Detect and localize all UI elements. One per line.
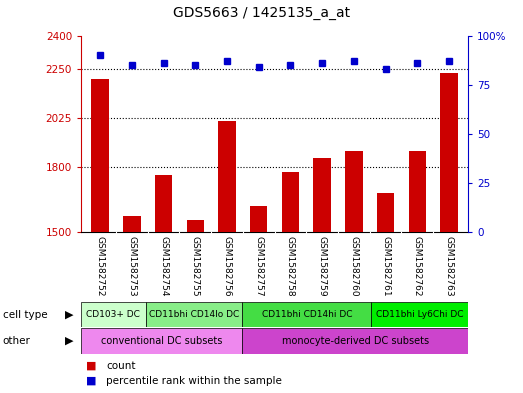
Text: GSM1582761: GSM1582761 — [381, 236, 390, 297]
Text: GSM1582753: GSM1582753 — [127, 236, 137, 297]
Bar — [282, 172, 299, 232]
Bar — [408, 151, 426, 232]
Text: GSM1582757: GSM1582757 — [254, 236, 263, 297]
Text: ■: ■ — [86, 376, 97, 386]
Bar — [242, 328, 468, 354]
Text: GSM1582758: GSM1582758 — [286, 236, 295, 297]
Text: CD11bhi CD14hi DC: CD11bhi CD14hi DC — [262, 310, 352, 319]
Text: monocyte-derived DC subsets: monocyte-derived DC subsets — [282, 336, 429, 346]
Text: CD103+ DC: CD103+ DC — [86, 310, 140, 319]
Text: GSM1582763: GSM1582763 — [445, 236, 453, 297]
Text: ■: ■ — [86, 361, 97, 371]
Text: ▶: ▶ — [65, 310, 74, 320]
Bar — [371, 302, 468, 327]
Bar — [242, 302, 371, 327]
Bar — [250, 206, 267, 232]
Bar — [81, 328, 242, 354]
Bar — [187, 220, 204, 232]
Text: conventional DC subsets: conventional DC subsets — [101, 336, 222, 346]
Bar — [440, 73, 458, 232]
Bar — [145, 302, 242, 327]
Text: GSM1582756: GSM1582756 — [222, 236, 232, 297]
Text: CD11bhi Ly6Chi DC: CD11bhi Ly6Chi DC — [376, 310, 463, 319]
Bar — [313, 158, 331, 232]
Text: GSM1582762: GSM1582762 — [413, 237, 422, 297]
Text: percentile rank within the sample: percentile rank within the sample — [106, 376, 282, 386]
Text: CD11bhi CD14lo DC: CD11bhi CD14lo DC — [149, 310, 239, 319]
Text: GSM1582760: GSM1582760 — [349, 236, 358, 297]
Text: count: count — [106, 361, 135, 371]
Bar — [345, 151, 362, 232]
Text: GSM1582754: GSM1582754 — [159, 237, 168, 297]
Text: GSM1582759: GSM1582759 — [317, 236, 327, 297]
Bar — [81, 302, 145, 327]
Bar — [92, 79, 109, 232]
Bar — [123, 216, 141, 232]
Text: GSM1582755: GSM1582755 — [191, 236, 200, 297]
Bar — [377, 193, 394, 232]
Text: ▶: ▶ — [65, 336, 74, 346]
Bar — [218, 121, 236, 232]
Bar — [155, 176, 172, 232]
Text: GDS5663 / 1425135_a_at: GDS5663 / 1425135_a_at — [173, 6, 350, 20]
Text: GSM1582752: GSM1582752 — [96, 237, 105, 297]
Text: other: other — [3, 336, 30, 346]
Text: cell type: cell type — [3, 310, 47, 320]
